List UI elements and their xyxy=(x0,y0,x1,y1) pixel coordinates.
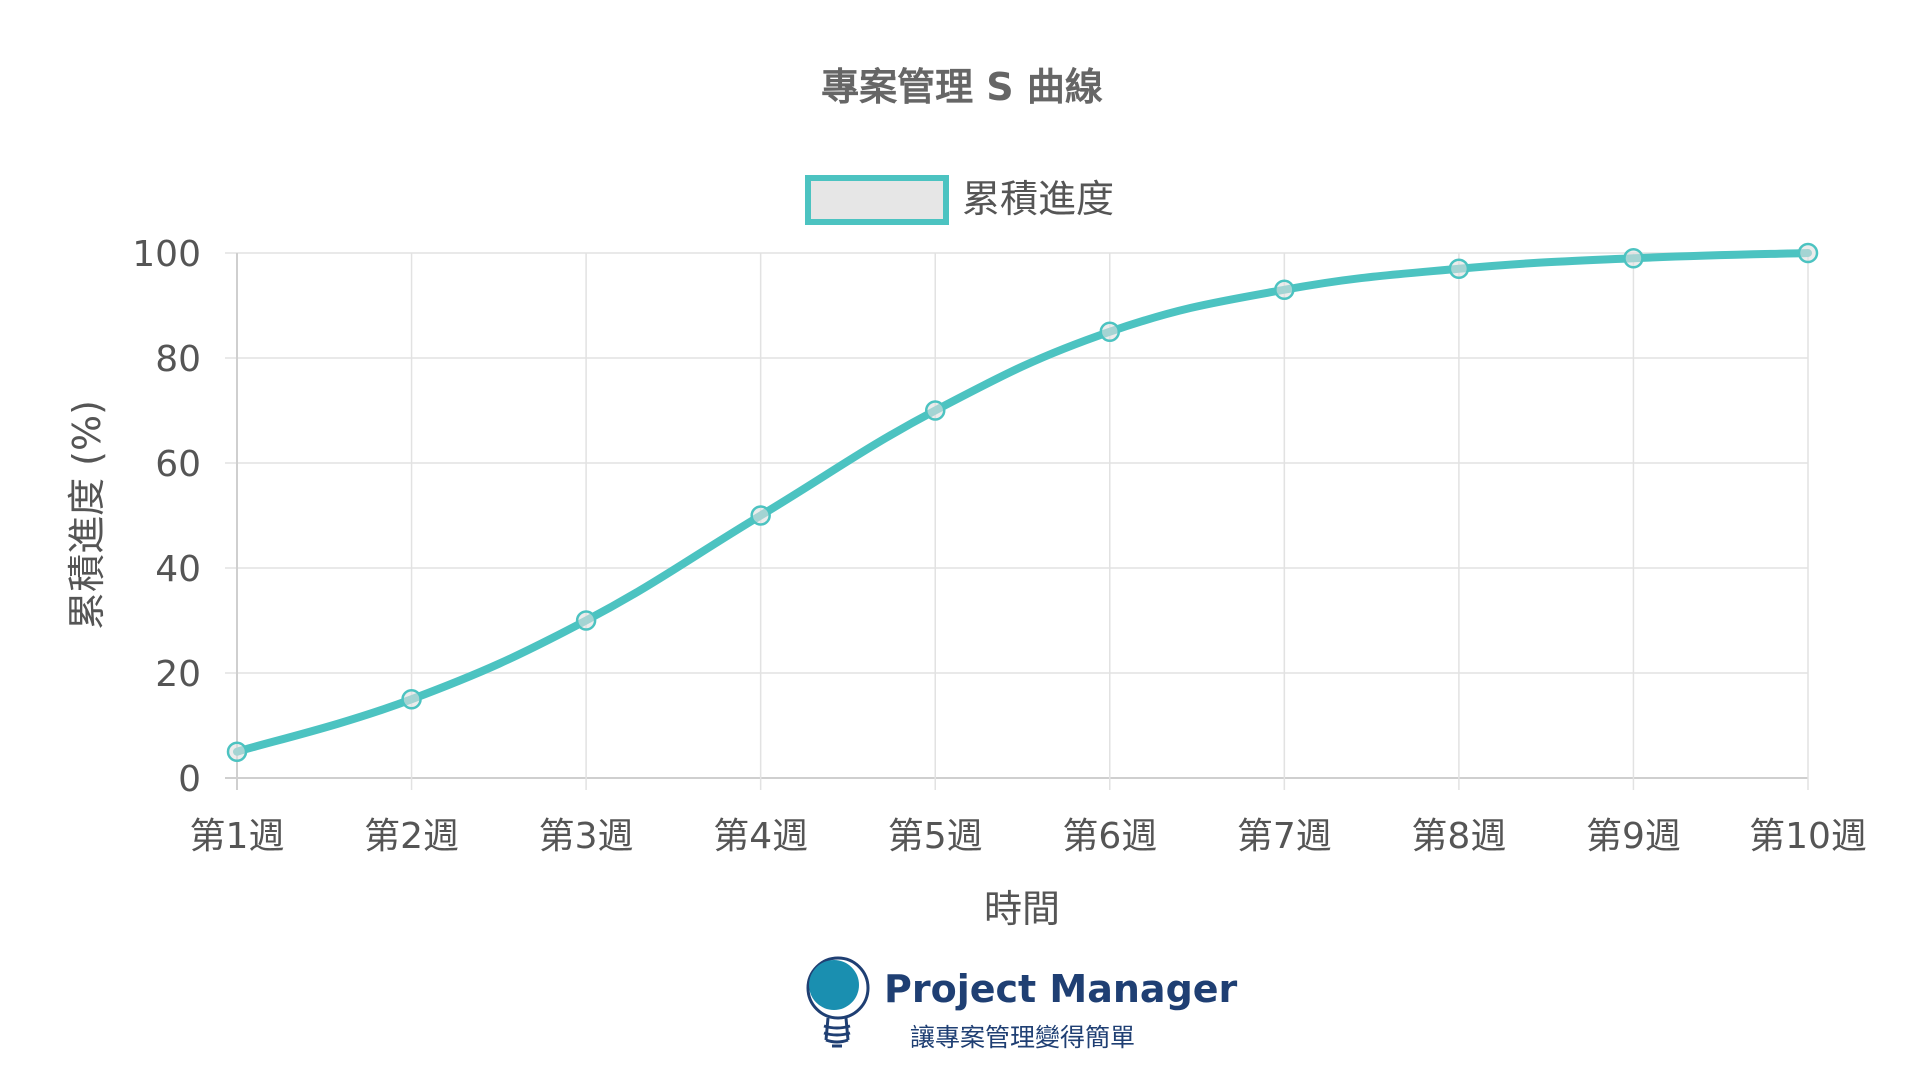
data-point[interactable] xyxy=(1448,258,1470,279)
x-tick-label: 第1週 xyxy=(190,816,285,857)
x-axis-title: 時間 xyxy=(984,887,1060,931)
series-line xyxy=(233,249,1812,756)
x-tick-label: 第10週 xyxy=(1749,816,1867,857)
x-tick-label: 第7週 xyxy=(1237,816,1332,857)
x-tick-label: 第5週 xyxy=(888,816,983,857)
y-axis-title: 累積進度 (%) xyxy=(65,400,109,630)
y-tick-label: 40 xyxy=(155,549,201,590)
lightbulb-icon xyxy=(806,956,870,1048)
y-tick-label: 100 xyxy=(132,234,201,275)
x-tick-label: 第2週 xyxy=(364,816,459,857)
y-axis-ticks: 0 20 40 60 80 100 xyxy=(132,234,201,800)
data-point[interactable] xyxy=(1274,279,1295,300)
y-tick-label: 20 xyxy=(155,654,201,695)
y-tick-label: 60 xyxy=(155,444,201,485)
data-point[interactable] xyxy=(1623,248,1644,269)
data-point[interactable] xyxy=(575,610,597,631)
legend-label: 累積進度 xyxy=(962,177,1114,221)
brand-logo: Project Manager 讓專案管理變得簡單 xyxy=(806,956,1238,1052)
data-point[interactable] xyxy=(1797,242,1819,264)
y-tick-label: 80 xyxy=(155,339,201,380)
chart-title: 專案管理 S 曲線 xyxy=(821,65,1103,109)
x-axis-ticks: 第1週 第2週 第3週 第4週 第5週 第6週 第7週 第8週 第9週 第10週 xyxy=(190,816,1867,857)
x-tick-label: 第8週 xyxy=(1411,816,1506,857)
series-cumulative-progress xyxy=(226,242,1819,762)
legend[interactable]: 累積進度 xyxy=(805,175,1114,225)
brand-slogan: 讓專案管理變得簡單 xyxy=(910,1023,1135,1052)
x-tick-label: 第9週 xyxy=(1586,816,1681,857)
y-tick-label: 0 xyxy=(178,759,201,800)
data-point[interactable] xyxy=(401,689,422,710)
x-tick-label: 第4週 xyxy=(713,816,808,857)
data-point[interactable] xyxy=(1099,321,1121,342)
x-tick-label: 第6週 xyxy=(1062,816,1157,857)
data-point[interactable] xyxy=(924,400,946,421)
brand-name: Project Manager xyxy=(884,967,1238,1011)
grid xyxy=(225,252,1809,790)
legend-swatch xyxy=(805,175,949,225)
data-point[interactable] xyxy=(226,741,248,762)
data-point[interactable] xyxy=(750,505,771,526)
x-tick-label: 第3週 xyxy=(539,816,634,857)
